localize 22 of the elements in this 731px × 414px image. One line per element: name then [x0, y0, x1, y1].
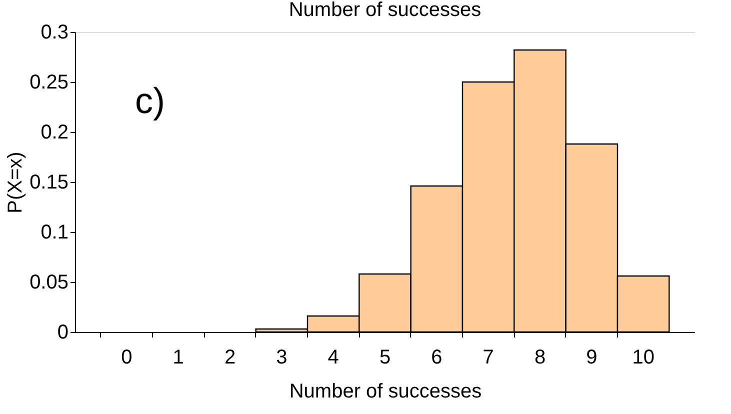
y-tick-label: 0.2: [40, 122, 68, 144]
x-tick-label: 3: [276, 346, 288, 368]
chart-title: Number of successes: [288, 0, 482, 21]
y-tick-label: 0.05: [30, 272, 68, 294]
y-tick-label: 0.3: [40, 22, 68, 44]
y-tick-label: 0.25: [30, 72, 68, 94]
x-tick-label: 8: [534, 346, 546, 368]
x-tick-label: 0: [121, 346, 132, 368]
annotation: c): [135, 80, 165, 121]
y-tick-label: 0.1: [40, 222, 68, 244]
x-tick-label: 10: [632, 346, 654, 368]
x-tick-label: 6: [431, 346, 442, 368]
y-tick-label: 0.15: [30, 172, 68, 194]
x-axis-title: Number of successes: [289, 380, 482, 402]
x-tick-label: 1: [172, 346, 184, 368]
x-tick-label: 9: [586, 346, 598, 368]
x-tick-label: 7: [482, 346, 494, 368]
y-tick-label: 0: [57, 322, 68, 344]
x-tick-label: 2: [224, 346, 236, 368]
x-tick-label: 5: [379, 346, 391, 368]
y-axis-title: P(X=x): [4, 152, 27, 214]
x-tick-label: 4: [328, 346, 339, 368]
